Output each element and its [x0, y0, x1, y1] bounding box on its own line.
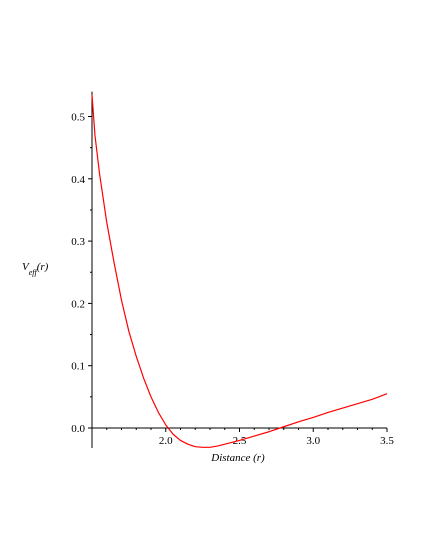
curve-point — [187, 444, 188, 445]
curve-point — [158, 412, 159, 413]
curve-point — [209, 447, 210, 448]
y-tick-label: 0.3 — [71, 236, 85, 248]
curve-point — [268, 431, 269, 432]
curve-layer — [91, 94, 388, 448]
curve-point — [121, 300, 122, 301]
curve-point — [357, 403, 358, 404]
y-axis-label-argument: (r) — [37, 261, 49, 273]
y-axis-label-subscript: eff — [29, 268, 39, 277]
curve-point — [150, 396, 151, 397]
y-tick-label: 0.1 — [71, 361, 85, 373]
curve-point — [372, 399, 373, 400]
y-tick-label: 0.2 — [71, 298, 85, 310]
curve-point — [298, 421, 299, 422]
axes — [91, 91, 387, 448]
ticks: 0.00.10.20.30.40.52.0 2.5 3.0 3.5 — [71, 112, 394, 448]
y-tick-label: 0.5 — [71, 112, 85, 124]
curve-point — [106, 222, 107, 223]
curve-point — [180, 440, 181, 441]
curve-point — [217, 445, 218, 446]
curve-point — [94, 135, 95, 136]
curve-point — [224, 444, 225, 445]
curve-point — [91, 94, 92, 95]
curve-point — [173, 434, 174, 435]
curve-point — [254, 436, 255, 437]
y-axis-label: Veff(r) — [22, 261, 49, 277]
curve-point — [165, 424, 166, 425]
curve-point — [128, 331, 129, 332]
curve-point — [202, 447, 203, 448]
y-axis-label-symbol: V — [22, 261, 30, 273]
curve-point — [283, 426, 284, 427]
curve-point — [114, 262, 115, 263]
curve-series-0 — [91, 94, 388, 448]
curve-point — [99, 172, 100, 173]
curve-point — [239, 440, 240, 441]
x-axis-label: Distance (r) — [210, 452, 265, 464]
curve-point — [136, 356, 137, 357]
curve-point — [327, 412, 328, 413]
y-tick-label: 0.0 — [71, 423, 85, 435]
curve-point — [195, 446, 196, 447]
curve-point — [143, 378, 144, 379]
x-tick-label: 3.5 — [380, 435, 394, 447]
curve-point — [313, 417, 314, 418]
curve-point — [342, 407, 343, 408]
curve-point — [386, 393, 387, 394]
x-tick-label: 3.0 — [306, 435, 320, 447]
y-tick-label: 0.4 — [71, 174, 85, 186]
x-tick-label: 2.0 — [159, 435, 173, 447]
